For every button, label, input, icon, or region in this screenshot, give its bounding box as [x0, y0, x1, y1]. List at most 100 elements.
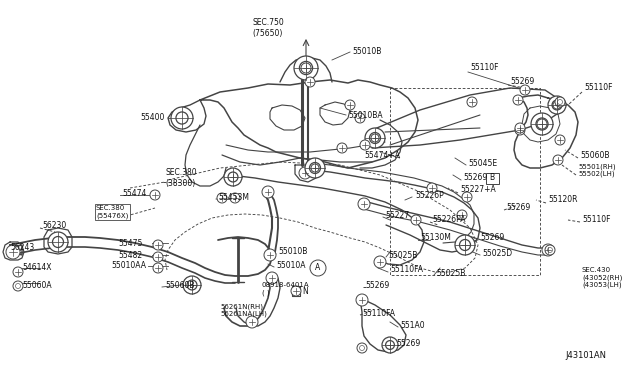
Text: 55110FA: 55110FA: [362, 308, 395, 317]
Text: 56243: 56243: [10, 244, 35, 253]
Circle shape: [384, 339, 396, 351]
Circle shape: [536, 118, 548, 130]
Text: SEC.380
(55476X): SEC.380 (55476X): [96, 205, 129, 219]
Text: 55269: 55269: [396, 339, 420, 347]
Text: 55010A: 55010A: [276, 260, 305, 269]
Circle shape: [345, 100, 355, 110]
Circle shape: [183, 276, 201, 294]
Text: SEC.750
(75650): SEC.750 (75650): [252, 18, 284, 38]
Circle shape: [371, 134, 379, 142]
Circle shape: [356, 294, 368, 306]
Text: J43101AN: J43101AN: [565, 350, 606, 359]
Circle shape: [264, 249, 276, 261]
Circle shape: [553, 155, 563, 165]
Circle shape: [552, 100, 562, 110]
Text: 55120R: 55120R: [548, 196, 577, 205]
Circle shape: [305, 77, 315, 87]
Circle shape: [355, 113, 365, 123]
Circle shape: [531, 113, 553, 135]
Circle shape: [299, 167, 311, 179]
Circle shape: [374, 256, 386, 268]
Text: 55010AA: 55010AA: [111, 262, 146, 270]
FancyBboxPatch shape: [486, 173, 499, 183]
Circle shape: [176, 112, 188, 124]
Text: 55110F: 55110F: [470, 64, 499, 73]
Circle shape: [455, 235, 475, 255]
Circle shape: [300, 61, 312, 75]
Circle shape: [305, 158, 325, 178]
Circle shape: [227, 171, 239, 183]
Text: 08918-6401A
( ): 08918-6401A ( ): [262, 282, 310, 296]
Text: 55501(RH)
55502(LH): 55501(RH) 55502(LH): [578, 163, 616, 177]
Text: 55269: 55269: [463, 173, 487, 182]
Text: 56261N(RH)
56261NA(LH): 56261N(RH) 56261NA(LH): [220, 303, 267, 317]
Text: 55226P: 55226P: [415, 190, 444, 199]
Circle shape: [52, 237, 63, 247]
Circle shape: [457, 210, 467, 220]
Text: 55227+A: 55227+A: [460, 186, 496, 195]
Text: 55227: 55227: [385, 211, 409, 219]
Circle shape: [13, 267, 23, 277]
Text: 55025B: 55025B: [436, 269, 465, 278]
Text: 55226PA: 55226PA: [432, 215, 465, 224]
Circle shape: [385, 341, 394, 349]
Text: SEC.430
(43052(RH)
(43053(LH): SEC.430 (43052(RH) (43053(LH): [582, 267, 622, 289]
Circle shape: [548, 96, 566, 114]
Text: 54614X: 54614X: [22, 263, 51, 273]
Circle shape: [520, 85, 530, 95]
Text: 55060A: 55060A: [22, 282, 52, 291]
Circle shape: [153, 263, 163, 273]
Text: 56230: 56230: [42, 221, 67, 230]
Circle shape: [153, 252, 163, 262]
Circle shape: [185, 278, 199, 292]
Text: 55010B: 55010B: [278, 247, 307, 257]
Circle shape: [187, 280, 197, 290]
Circle shape: [365, 128, 385, 148]
Text: 55010BA: 55010BA: [348, 110, 383, 119]
Circle shape: [458, 238, 472, 252]
Text: 55110F: 55110F: [584, 83, 612, 93]
Circle shape: [358, 198, 370, 210]
Text: 55060B: 55060B: [580, 151, 609, 160]
Text: 55025D: 55025D: [482, 248, 512, 257]
Text: 55269: 55269: [506, 202, 531, 212]
Circle shape: [301, 63, 311, 73]
Text: B: B: [490, 173, 495, 183]
Circle shape: [228, 172, 238, 182]
Circle shape: [537, 119, 547, 129]
Text: 55269: 55269: [480, 234, 504, 243]
Circle shape: [153, 240, 163, 250]
Text: 551A0: 551A0: [400, 321, 424, 330]
Circle shape: [360, 140, 370, 150]
Text: 55060B: 55060B: [165, 280, 195, 289]
Text: 55110F: 55110F: [582, 215, 611, 224]
Text: 55400: 55400: [140, 113, 164, 122]
Text: 55045E: 55045E: [468, 158, 497, 167]
Text: N: N: [302, 286, 308, 295]
Circle shape: [294, 56, 318, 80]
Circle shape: [266, 272, 278, 284]
Circle shape: [311, 164, 319, 172]
Circle shape: [467, 97, 477, 107]
Circle shape: [6, 245, 20, 259]
Circle shape: [48, 232, 68, 252]
Circle shape: [542, 244, 554, 256]
Circle shape: [13, 281, 23, 291]
Circle shape: [217, 193, 227, 203]
Circle shape: [262, 186, 274, 198]
Text: 55110FA: 55110FA: [390, 266, 423, 275]
Text: 55474+A: 55474+A: [364, 151, 400, 160]
Text: 55475: 55475: [118, 238, 142, 247]
Circle shape: [513, 95, 523, 105]
Circle shape: [427, 183, 437, 193]
Text: 55482: 55482: [118, 250, 142, 260]
Circle shape: [246, 316, 258, 328]
Circle shape: [230, 193, 240, 203]
Circle shape: [310, 163, 321, 173]
Circle shape: [224, 168, 242, 186]
Circle shape: [150, 190, 160, 200]
Text: SEC.380
(38300): SEC.380 (38300): [165, 168, 196, 188]
Circle shape: [545, 245, 555, 255]
Text: 55269: 55269: [510, 77, 534, 87]
Circle shape: [462, 192, 472, 202]
